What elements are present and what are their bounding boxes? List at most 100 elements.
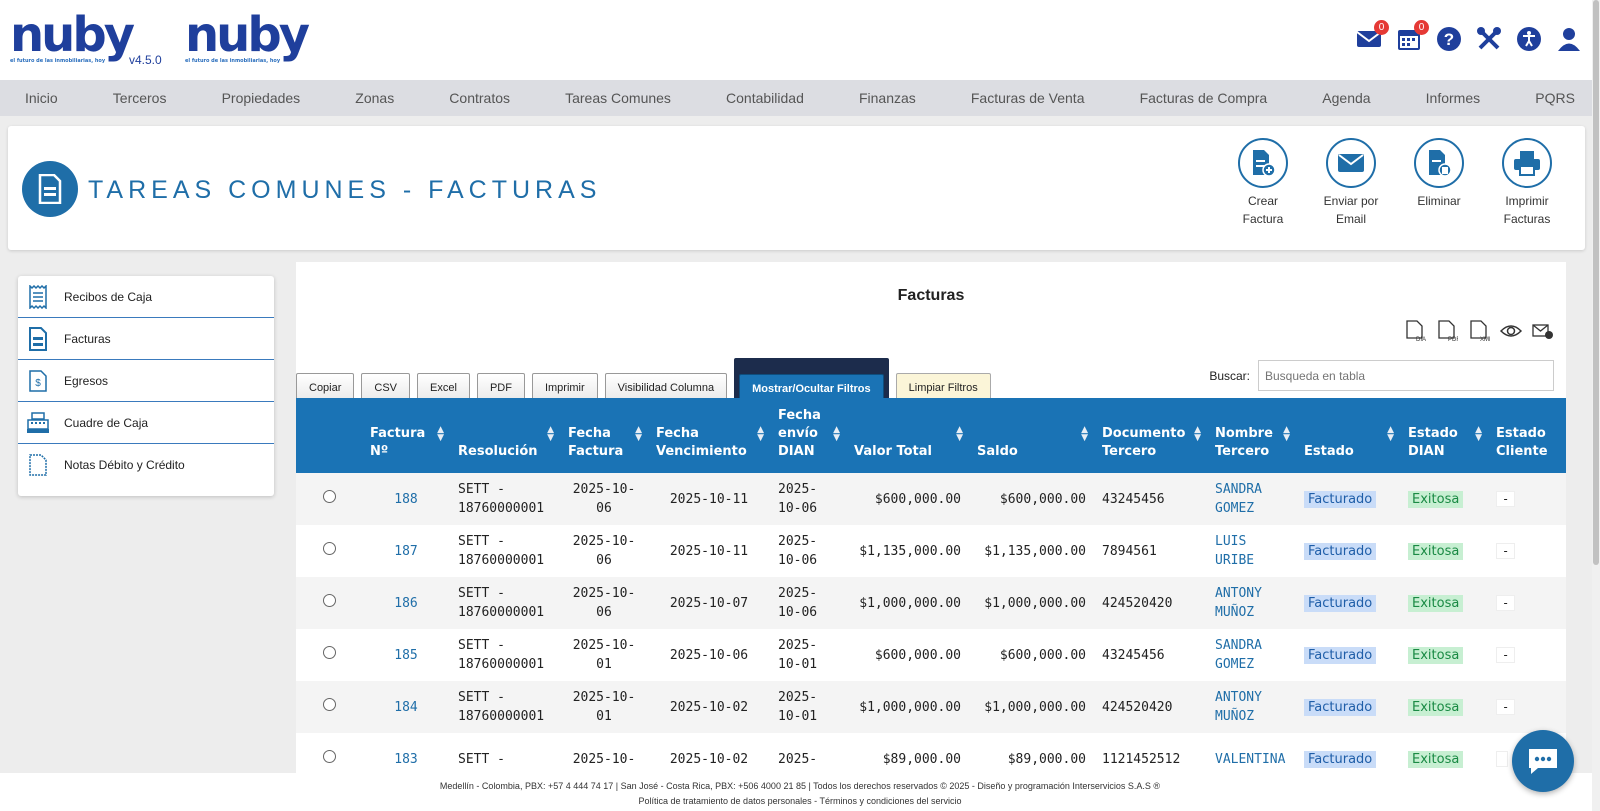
- sidebar-item-notas[interactable]: Notas Débito y Crédito: [18, 444, 274, 486]
- document-cell: 43245456: [1094, 629, 1207, 681]
- client-name-link[interactable]: SANDRA GOMEZ: [1207, 629, 1296, 681]
- client-status-badge: -: [1496, 542, 1516, 559]
- receipt-icon: [26, 284, 50, 309]
- nav-terceros[interactable]: Terceros: [112, 90, 167, 106]
- sidebar-item-recibos[interactable]: Recibos de Caja: [18, 276, 274, 318]
- nav-tareas-comunes[interactable]: Tareas Comunes: [565, 90, 671, 106]
- row-radio[interactable]: [322, 697, 336, 711]
- user-icon[interactable]: [1556, 26, 1582, 52]
- footer-legal-links[interactable]: Política de tratamiento de datos persona…: [638, 796, 962, 806]
- calendar-icon[interactable]: 0: [1396, 20, 1429, 52]
- search-label: Buscar:: [1209, 368, 1250, 383]
- print-invoices-button[interactable]: Imprimir Facturas: [1497, 138, 1557, 228]
- tools-icon[interactable]: [1476, 26, 1502, 52]
- eye-icon[interactable]: [1500, 320, 1522, 342]
- expense-icon: $: [26, 369, 50, 393]
- col-documento-header[interactable]: Documento Tercero ▲ ▼: [1094, 398, 1207, 473]
- col-nombre-header[interactable]: Nombre Tercero ▲ ▼: [1207, 398, 1296, 473]
- col-estado-cliente-header[interactable]: Estado Cliente: [1488, 398, 1566, 473]
- col-fecha-factura-header[interactable]: Fecha Factura ▲ ▼: [560, 398, 648, 473]
- col-select: [296, 398, 362, 473]
- sidebar-item-egresos[interactable]: $ Egresos: [18, 360, 274, 402]
- resolution-cell: SETT - 18760000001: [450, 473, 560, 525]
- status-badge: Facturado: [1304, 490, 1377, 508]
- dian-file-icon[interactable]: DIAN: [1404, 320, 1426, 342]
- status-cell: Facturado: [1296, 577, 1400, 629]
- cash-register-icon: [26, 411, 50, 435]
- table-row[interactable]: 184 SETT - 18760000001 2025-10-01 2025-10-0…: [296, 681, 1566, 733]
- send-email-button[interactable]: Enviar por Email: [1321, 138, 1381, 228]
- resolution-cell: SETT - 18760000001: [450, 577, 560, 629]
- create-invoice-button[interactable]: Crear Factura: [1233, 138, 1293, 228]
- nav-inicio[interactable]: Inicio: [25, 90, 58, 106]
- invoice-number-link[interactable]: 185: [362, 629, 450, 681]
- nav-propiedades[interactable]: Propiedades: [221, 90, 301, 106]
- table-row[interactable]: 188 SETT - 18760000001 2025-10-06 2025-10-1…: [296, 473, 1566, 525]
- row-radio[interactable]: [322, 749, 336, 763]
- sort-icon: ▲ ▼: [833, 425, 840, 443]
- invoice-number-link[interactable]: 188: [362, 473, 450, 525]
- sort-icon: ▲ ▼: [1387, 425, 1394, 443]
- nav-finanzas[interactable]: Finanzas: [858, 90, 916, 106]
- invoice-date-cell: 2025-10-06: [560, 525, 648, 577]
- client-name-link[interactable]: LUIS URIBE: [1207, 525, 1296, 577]
- nav-agenda[interactable]: Agenda: [1322, 90, 1371, 106]
- nav-facturas-venta[interactable]: Facturas de Venta: [970, 90, 1085, 106]
- pdf-file-icon[interactable]: PDF: [1436, 320, 1458, 342]
- nav-contabilidad[interactable]: Contabilidad: [726, 90, 804, 106]
- nav-informes[interactable]: Informes: [1425, 90, 1481, 106]
- client-name-link[interactable]: SANDRA GOMEZ: [1207, 473, 1296, 525]
- row-radio[interactable]: [322, 645, 336, 659]
- table-row[interactable]: 186 SETT - 18760000001 2025-10-06 2025-10-0…: [296, 577, 1566, 629]
- col-label: Estado DIAN: [1408, 426, 1458, 459]
- delete-button[interactable]: Eliminar: [1409, 138, 1469, 228]
- table-row[interactable]: 185 SETT - 18760000001 2025-10-01 2025-10-0…: [296, 629, 1566, 681]
- nuby-logo[interactable]: nuby el futuro de las inmobiliarias, hoy: [10, 10, 135, 64]
- nav-contratos[interactable]: Contratos: [449, 90, 510, 106]
- mail-icon[interactable]: 0: [1356, 20, 1389, 52]
- col-resolucion-header[interactable]: Resolución ▲ ▼: [450, 398, 560, 473]
- sidebar-item-cuadre[interactable]: Cuadre de Caja: [18, 402, 274, 444]
- col-valor-total-header[interactable]: Valor Total ▲ ▼: [846, 398, 969, 473]
- due-date-cell: 2025-10-07: [648, 577, 770, 629]
- col-factura-header[interactable]: Factura Nº ▲ ▼: [362, 398, 450, 473]
- col-saldo-header[interactable]: Saldo ▲ ▼: [969, 398, 1094, 473]
- client-name-link[interactable]: ANTONY MUÑOZ: [1207, 681, 1296, 733]
- search-input[interactable]: [1258, 360, 1554, 391]
- col-label: Valor Total: [854, 444, 932, 459]
- col-label: Fecha envío DIAN: [778, 408, 821, 459]
- table-row[interactable]: 187 SETT - 18760000001 2025-10-06 2025-10-1…: [296, 525, 1566, 577]
- client-name-link[interactable]: ANTONY MUÑOZ: [1207, 577, 1296, 629]
- col-estado-header[interactable]: Estado ▲ ▼: [1296, 398, 1400, 473]
- nav-zonas[interactable]: Zonas: [355, 90, 395, 106]
- status-badge: Facturado: [1304, 542, 1377, 560]
- invoice-number-link[interactable]: 187: [362, 525, 450, 577]
- row-radio[interactable]: [322, 489, 336, 503]
- invoice-number-link[interactable]: 184: [362, 681, 450, 733]
- col-estado-dian-header[interactable]: Estado DIAN ▲ ▼: [1400, 398, 1488, 473]
- document-cell: 43245456: [1094, 473, 1207, 525]
- chat-button[interactable]: [1512, 730, 1574, 792]
- total-value-cell: $1,135,000.00: [846, 525, 969, 577]
- row-radio[interactable]: [322, 593, 336, 607]
- send-email-label: Enviar por Email: [1323, 194, 1379, 226]
- col-fecha-dian-header[interactable]: Fecha envío DIAN ▲ ▼: [770, 398, 846, 473]
- nav-pqrs[interactable]: PQRS: [1535, 90, 1575, 106]
- send-mail-icon[interactable]: [1532, 320, 1554, 342]
- sidebar-item-facturas[interactable]: Facturas: [18, 318, 274, 360]
- col-label: Estado: [1304, 444, 1354, 459]
- xml-file-icon[interactable]: XML: [1468, 320, 1490, 342]
- accessibility-icon[interactable]: [1516, 26, 1542, 52]
- page-scrollbar[interactable]: [1592, 0, 1600, 811]
- col-fecha-vencimiento-header[interactable]: Fecha Vencimiento ▲ ▼: [648, 398, 770, 473]
- help-icon[interactable]: ?: [1436, 26, 1462, 52]
- facturas-panel: Facturas DIAN PDF XML Copiar CSV Excel P…: [296, 262, 1566, 785]
- notes-icon: [26, 453, 50, 477]
- email-icon: [1326, 138, 1376, 188]
- mail-count-badge: 0: [1374, 20, 1389, 35]
- invoice-number-link[interactable]: 186: [362, 577, 450, 629]
- client-status-badge: -: [1496, 490, 1516, 507]
- nav-facturas-compra[interactable]: Facturas de Compra: [1139, 90, 1268, 106]
- row-radio[interactable]: [322, 541, 336, 555]
- scrollbar-thumb[interactable]: [1593, 0, 1599, 565]
